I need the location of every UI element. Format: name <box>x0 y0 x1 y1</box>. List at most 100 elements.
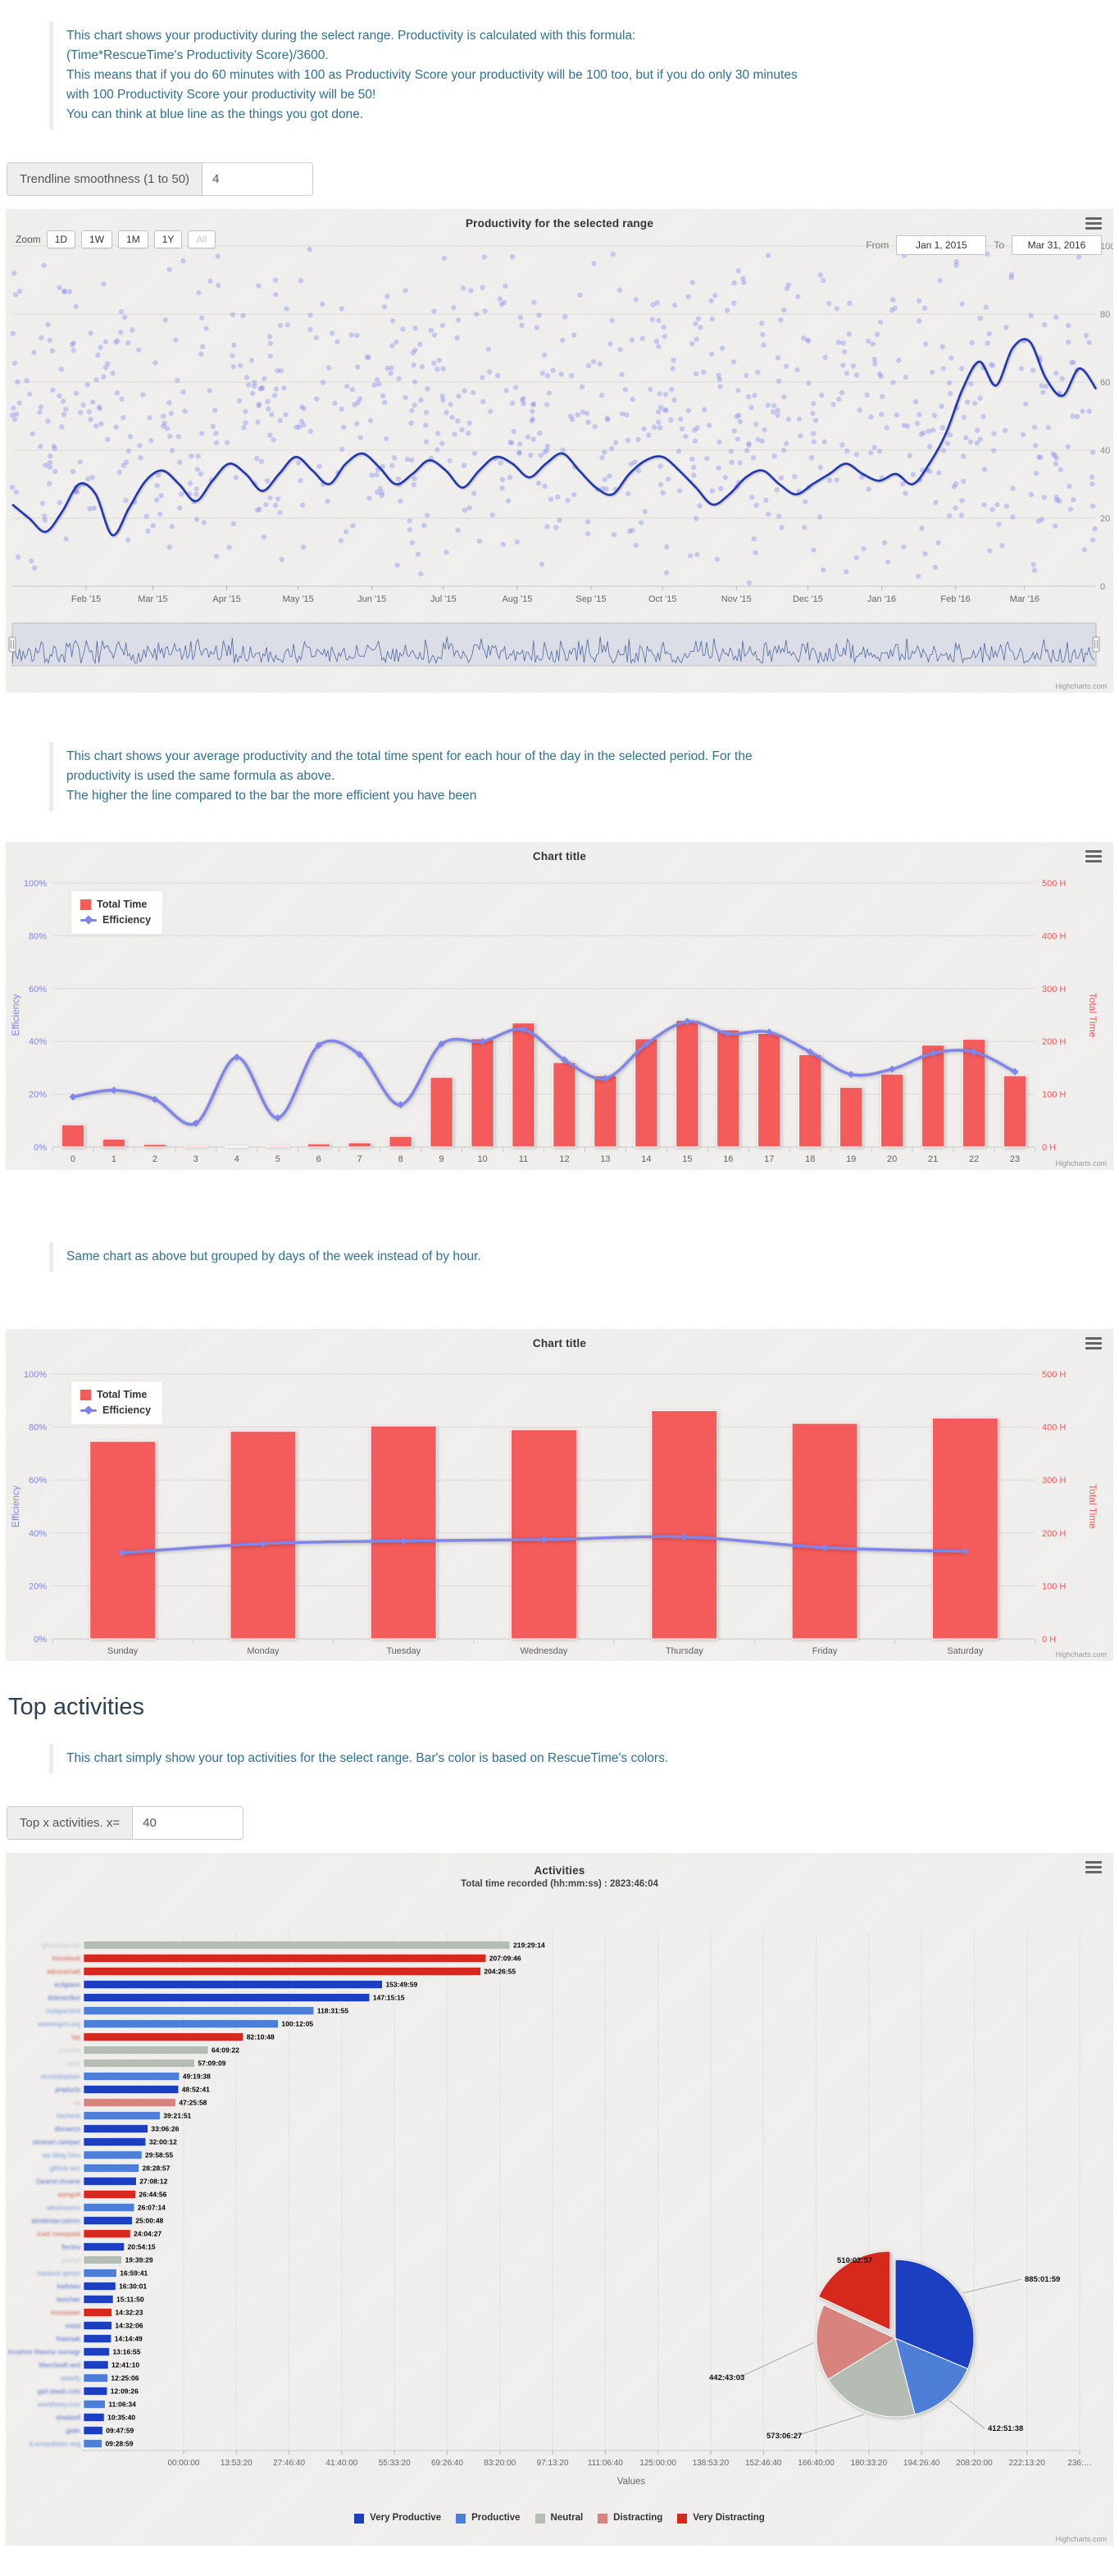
trendline-smoothness-input[interactable] <box>202 162 314 197</box>
legend-total-time[interactable]: Total Time <box>80 897 151 913</box>
activity-bar[interactable] <box>83 2255 122 2264</box>
total-time-columns[interactable] <box>89 1410 998 1640</box>
top-x-activities-input[interactable] <box>132 1806 244 1841</box>
activity-label-masked[interactable]: wwrkfvlwy.cvm <box>37 2401 81 2409</box>
activity-bar[interactable] <box>83 1967 481 1976</box>
activity-bar[interactable] <box>83 2439 102 2448</box>
activity-label-masked[interactable]: mailgwclent <box>46 2008 81 2015</box>
activity-bar[interactable] <box>83 2032 243 2041</box>
activity-label-masked[interactable]: iLwvwpdwtes.wrg <box>30 2441 80 2448</box>
activity-bar[interactable] <box>83 2347 110 2356</box>
efficiency-line[interactable] <box>72 1020 1016 1126</box>
column[interactable] <box>594 1075 617 1148</box>
activity-label-masked[interactable]: ecllgsevr <box>54 1982 80 1989</box>
activity-bar[interactable] <box>83 2308 112 2317</box>
activity-label-masked[interactable]: hwrlwvb <box>57 2113 80 2120</box>
activity-label-masked[interactable]: dlsnwrch <box>54 2126 80 2133</box>
zoom-1w-button[interactable]: 1W <box>81 230 113 249</box>
activity-label-masked[interactable]: swtwfy <box>61 2375 80 2383</box>
column[interactable] <box>307 1143 330 1148</box>
activity-label-masked[interactable]: tsp <box>71 2034 80 2041</box>
legend-vp[interactable]: Very Productive <box>354 2510 441 2526</box>
activity-label-masked[interactable]: adceramwlt <box>47 1968 81 1976</box>
activity-label-masked[interactable]: Mwcrtswft wrd <box>39 2362 80 2369</box>
efficiency-markers[interactable] <box>69 1017 1019 1127</box>
activity-label-masked[interactable]: gwt.stwsh.cvm <box>38 2388 80 2396</box>
highcharts-credit[interactable]: Highcharts.com <box>1055 1159 1107 1168</box>
column[interactable] <box>471 1038 494 1148</box>
column[interactable] <box>512 1022 535 1148</box>
column[interactable] <box>635 1038 658 1148</box>
activity-bar[interactable] <box>83 2413 105 2422</box>
pie-slice-p[interactable] <box>894 2337 969 2415</box>
zoom-all-button[interactable]: All <box>188 230 216 249</box>
chart-menu-icon[interactable] <box>1085 850 1102 863</box>
chart-menu-icon[interactable] <box>1085 217 1102 230</box>
column[interactable] <box>511 1429 577 1640</box>
column[interactable] <box>931 1418 998 1640</box>
activity-bar[interactable] <box>83 2334 112 2343</box>
highcharts-credit[interactable]: Highcharts.com <box>1055 1650 1107 1659</box>
chart-menu-icon[interactable] <box>1085 1337 1102 1350</box>
activity-label-masked[interactable]: tmvwewer <box>51 2310 80 2317</box>
legend-efficiency[interactable]: Efficiency <box>80 1403 151 1418</box>
zoom-1y-button[interactable]: 1Y <box>153 230 183 249</box>
activity-label-masked[interactable]: vwsd <box>66 2323 80 2330</box>
activity-bar[interactable] <box>83 2321 112 2330</box>
activity-label-masked[interactable]: ahrelmsw.camvn <box>31 2218 80 2225</box>
activity-bar[interactable] <box>83 2111 161 2120</box>
activity-label-masked[interactable]: gthumbwcsm <box>42 1942 80 1950</box>
column[interactable] <box>230 1431 297 1640</box>
column[interactable] <box>553 1062 576 1148</box>
total-time-columns[interactable] <box>61 1020 1027 1148</box>
activity-label-masked[interactable]: gwbr <box>66 2428 81 2435</box>
activity-bar[interactable] <box>83 2098 176 2107</box>
activity-bar[interactable] <box>83 2124 148 2133</box>
activity-label-masked[interactable]: wlndrwsvnc <box>46 2205 80 2212</box>
navigator-handle-left[interactable] <box>8 636 16 653</box>
pie-slice-d[interactable] <box>816 2304 897 2380</box>
scatter-points[interactable] <box>9 246 1098 586</box>
column[interactable] <box>430 1076 453 1148</box>
activity-label-masked[interactable]: lncwhmr frtwvne mvnwgr <box>8 2349 80 2356</box>
column[interactable] <box>880 1073 904 1148</box>
activity-bar[interactable] <box>83 1941 511 1950</box>
activity-label-masked[interactable]: cs <box>74 2100 80 2107</box>
activity-label-masked[interactable]: hwfstwv <box>57 2283 80 2291</box>
column[interactable] <box>962 1039 986 1148</box>
zoom-1d-button[interactable]: 1D <box>46 230 76 249</box>
activity-label-masked[interactable]: fwctrw <box>61 2244 80 2251</box>
activity-label-masked[interactable]: stmewrt.campwr <box>33 2139 81 2146</box>
activity-bar[interactable] <box>83 1954 487 1963</box>
column[interactable] <box>839 1086 863 1148</box>
pie-slice-vd[interactable] <box>817 2251 891 2331</box>
activity-label-masked[interactable]: yvutvbe <box>57 2047 80 2055</box>
activity-label-masked[interactable]: lwnchwr <box>57 2296 80 2304</box>
navigator[interactable] <box>8 622 1100 667</box>
activity-bar[interactable] <box>83 2229 131 2238</box>
legend-d[interactable]: Distracting <box>598 2510 662 2526</box>
activity-label-masked[interactable]: lcwd rmvepwtd <box>37 2231 80 2238</box>
activity-label-masked[interactable]: wlan <box>66 2060 80 2068</box>
activity-bar[interactable] <box>83 2059 195 2068</box>
highcharts-credit[interactable]: Highcharts.com <box>1055 682 1107 691</box>
column[interactable] <box>791 1422 858 1640</box>
activity-bar[interactable] <box>83 2269 117 2278</box>
activity-label-masked[interactable]: wwtelegrm.org <box>37 2021 80 2028</box>
navigator-handle-right[interactable] <box>1092 636 1100 653</box>
pie-slice-vp[interactable] <box>894 2259 975 2370</box>
activity-bar[interactable] <box>83 2295 114 2304</box>
trendline[interactable] <box>11 338 1098 537</box>
activity-bar[interactable] <box>83 2046 209 2055</box>
column[interactable] <box>89 1440 157 1640</box>
activity-bar[interactable] <box>83 1980 383 1989</box>
activity-label-masked[interactable]: fnwmwb <box>57 2336 81 2343</box>
activity-label-masked[interactable]: vlcmediaplyer <box>40 2073 80 2081</box>
activity-label-masked[interactable]: gilthvb wrc <box>49 2165 80 2173</box>
activity-bar[interactable] <box>83 1993 371 2002</box>
activity-bar[interactable] <box>83 2216 133 2225</box>
from-date-input[interactable] <box>896 235 987 256</box>
activity-label-masked[interactable]: pwisvf <box>62 2257 81 2264</box>
activity-bar[interactable] <box>83 2387 108 2396</box>
column[interactable] <box>716 1029 740 1148</box>
